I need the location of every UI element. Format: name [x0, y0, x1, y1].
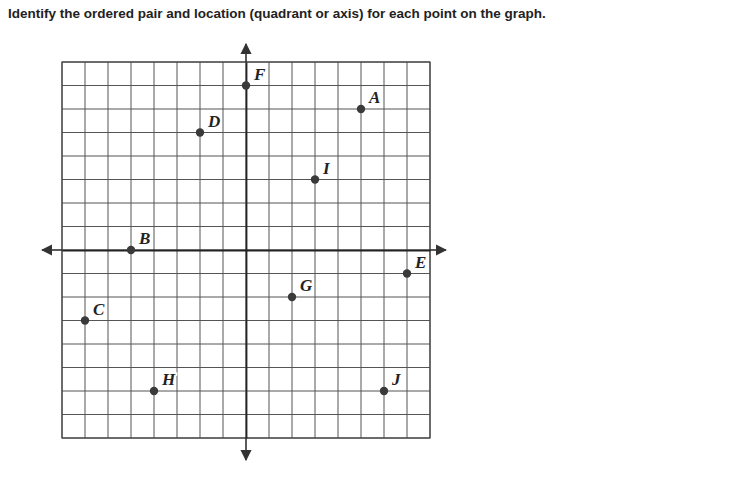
point	[196, 128, 204, 136]
axis-arrow	[430, 249, 446, 251]
point	[150, 387, 158, 395]
points	[81, 81, 411, 395]
point	[288, 293, 296, 301]
chart: Identify the ordered pair and location (…	[0, 0, 732, 504]
grid	[62, 62, 430, 438]
axis-arrows	[42, 44, 446, 460]
y-axis	[246, 63, 248, 439]
point	[242, 81, 250, 89]
point-label: A	[368, 88, 380, 107]
point-label: C	[93, 300, 105, 319]
point	[380, 387, 388, 395]
point-label: E	[414, 253, 426, 272]
axis-arrow	[245, 438, 247, 460]
point-label: G	[300, 276, 313, 295]
grid-line-x	[246, 62, 247, 438]
title: Identify the ordered pair and location (…	[8, 6, 546, 21]
point-label: H	[161, 370, 176, 389]
point	[127, 246, 135, 254]
point	[357, 105, 365, 113]
plot-frame	[62, 62, 430, 438]
axis-arrow	[245, 44, 247, 62]
point-label: F	[253, 65, 266, 84]
point	[81, 316, 89, 324]
point-label: D	[207, 112, 220, 131]
axis-arrow	[42, 249, 62, 251]
point-label: I	[322, 159, 331, 178]
axis-line	[246, 63, 248, 439]
point-label: J	[391, 370, 401, 389]
point-label: B	[138, 229, 150, 248]
point	[403, 269, 411, 277]
point	[311, 175, 319, 183]
point-labels: A B C D E F G H I J	[93, 65, 426, 390]
